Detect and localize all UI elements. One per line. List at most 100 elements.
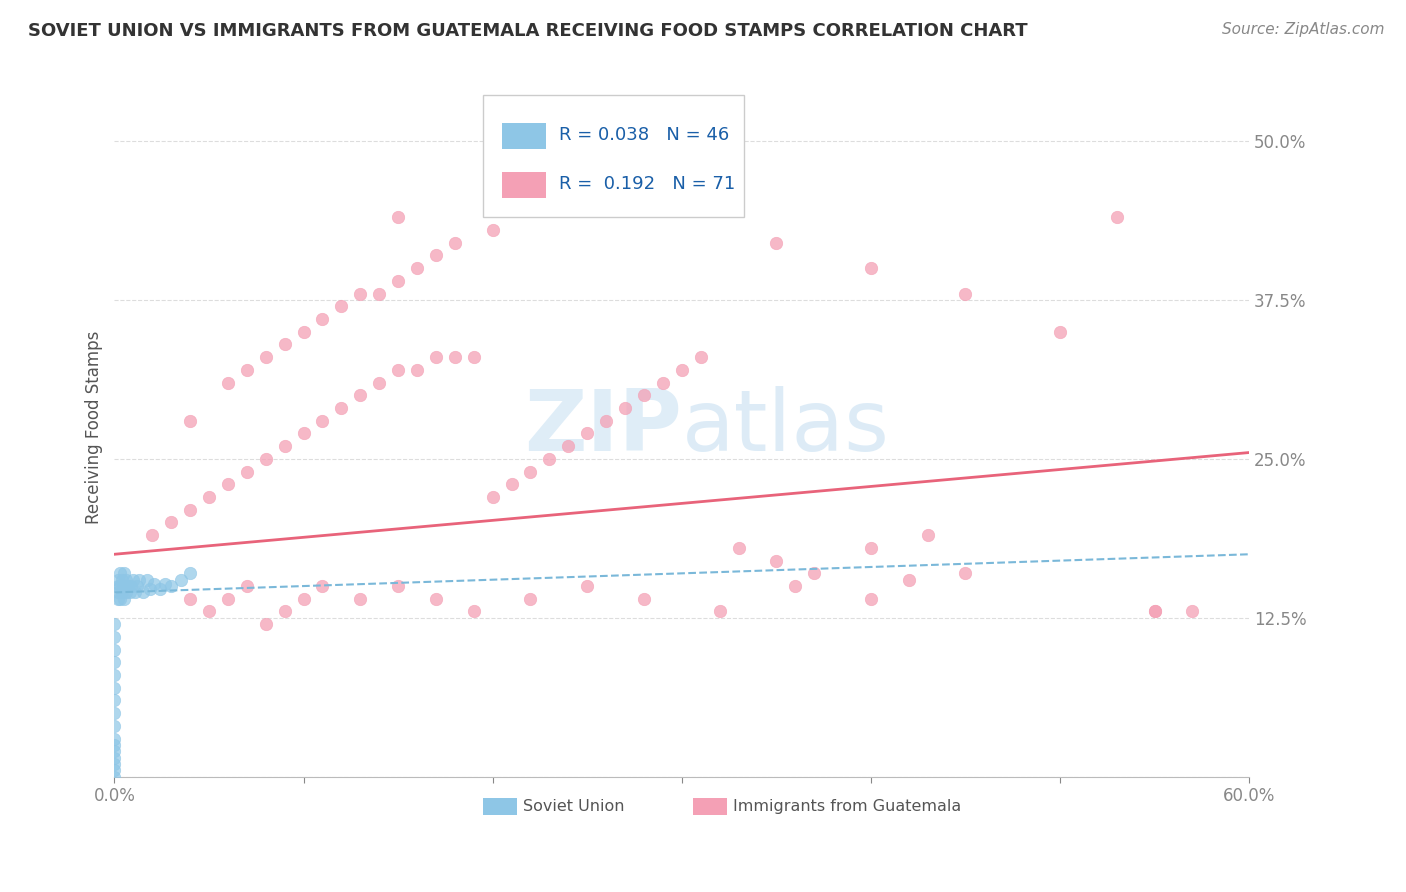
Text: R = 0.038   N = 46: R = 0.038 N = 46 — [560, 127, 730, 145]
Point — [103, 738, 125, 752]
Point — [160, 579, 183, 593]
Bar — [502, 172, 546, 198]
Point — [217, 591, 239, 606]
Point — [217, 376, 239, 390]
Text: ZIP: ZIP — [524, 385, 682, 468]
Point — [538, 451, 561, 466]
Point — [859, 541, 882, 555]
Point — [149, 582, 172, 596]
Bar — [502, 123, 546, 150]
Point — [785, 579, 807, 593]
Point — [254, 350, 277, 364]
Point — [727, 541, 749, 555]
Point — [576, 426, 599, 441]
Point — [103, 757, 125, 772]
Point — [112, 591, 135, 606]
Point — [107, 585, 129, 599]
Point — [111, 573, 134, 587]
Text: Source: ZipAtlas.com: Source: ZipAtlas.com — [1222, 22, 1385, 37]
Point — [519, 465, 541, 479]
Point — [709, 605, 731, 619]
Point — [1181, 605, 1204, 619]
Point — [103, 668, 125, 682]
FancyBboxPatch shape — [484, 95, 744, 218]
Point — [120, 579, 142, 593]
Point — [107, 579, 129, 593]
Point — [387, 274, 409, 288]
Point — [179, 414, 201, 428]
Point — [118, 585, 141, 599]
Point — [406, 363, 429, 377]
Point — [103, 656, 125, 670]
Point — [141, 528, 163, 542]
Point — [103, 750, 125, 764]
Point — [124, 585, 146, 599]
Point — [387, 211, 409, 225]
Y-axis label: Receiving Food Stamps: Receiving Food Stamps — [86, 330, 103, 524]
Point — [103, 764, 125, 778]
Point — [236, 363, 259, 377]
Point — [765, 235, 787, 250]
Point — [111, 585, 134, 599]
Point — [1143, 605, 1166, 619]
Point — [155, 576, 177, 591]
Point — [481, 223, 503, 237]
Point — [425, 248, 447, 262]
Point — [103, 642, 125, 657]
Point — [368, 376, 391, 390]
Bar — [484, 797, 517, 815]
Point — [406, 261, 429, 276]
Point — [311, 414, 333, 428]
Point — [273, 439, 295, 453]
Point — [633, 591, 655, 606]
Point — [103, 719, 125, 733]
Point — [387, 579, 409, 593]
Point — [179, 502, 201, 516]
Point — [198, 490, 221, 504]
Point — [107, 573, 129, 587]
Point — [103, 617, 125, 632]
Point — [114, 573, 136, 587]
Point — [576, 579, 599, 593]
Point — [160, 516, 183, 530]
Point — [254, 451, 277, 466]
Point — [273, 605, 295, 619]
Point — [387, 363, 409, 377]
Point — [103, 744, 125, 758]
Point — [897, 573, 920, 587]
Point — [463, 605, 485, 619]
Point — [330, 401, 353, 415]
Point — [501, 477, 523, 491]
Point — [765, 554, 787, 568]
Point — [107, 591, 129, 606]
Point — [311, 579, 333, 593]
Point — [114, 585, 136, 599]
Point — [292, 426, 315, 441]
Point — [859, 591, 882, 606]
Point — [311, 312, 333, 326]
Point — [955, 286, 977, 301]
Text: SOVIET UNION VS IMMIGRANTS FROM GUATEMALA RECEIVING FOOD STAMPS CORRELATION CHAR: SOVIET UNION VS IMMIGRANTS FROM GUATEMAL… — [28, 22, 1028, 40]
Point — [330, 299, 353, 313]
Point — [128, 573, 150, 587]
Point — [139, 582, 162, 596]
Point — [955, 566, 977, 581]
Point — [292, 325, 315, 339]
Point — [368, 286, 391, 301]
Point — [254, 617, 277, 632]
Point — [1105, 211, 1128, 225]
Point — [425, 591, 447, 606]
Point — [143, 576, 166, 591]
Bar — [693, 797, 727, 815]
Point — [1049, 325, 1071, 339]
Point — [349, 591, 371, 606]
Point — [236, 465, 259, 479]
Point — [292, 591, 315, 606]
Point — [917, 528, 939, 542]
Point — [127, 579, 149, 593]
Point — [179, 566, 201, 581]
Point — [117, 579, 139, 593]
Point — [633, 388, 655, 402]
Text: R =  0.192   N = 71: R = 0.192 N = 71 — [560, 176, 735, 194]
Point — [103, 706, 125, 721]
